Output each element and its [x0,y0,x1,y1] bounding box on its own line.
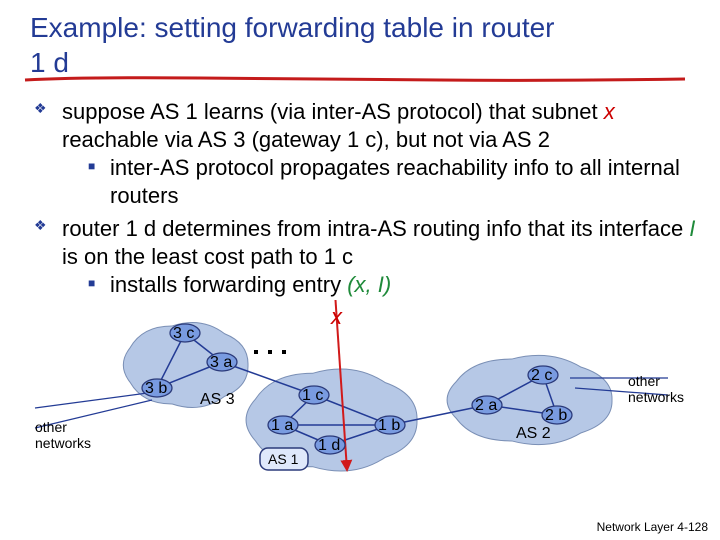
as-label: AS 3 [200,391,235,408]
text-segment: (x, I) [347,272,391,297]
as-label: AS 2 [516,425,551,442]
text-segment: inter-AS protocol propagates reachabilit… [110,155,680,208]
title-line-1: Example: setting forwarding table in rou… [30,12,555,43]
text-segment: I [689,216,695,241]
router-label: 3 b [145,380,167,397]
slide-body: suppose AS 1 learns (via inter-AS protoc… [0,80,720,299]
title-line-2: 1 d [30,47,69,78]
router-label: 2 c [531,367,552,384]
text-segment: suppose AS 1 learns (via inter-AS protoc… [62,99,604,124]
router-label: 3 c [173,325,194,342]
other-networks-label: networks [628,389,684,405]
ellipsis-dot [268,350,272,354]
ellipsis-dot [282,350,286,354]
router-label: 1 c [302,387,323,404]
network-diagram: x AS 1 3 c 3 a 3 b 1 c 1 a 1 d 1 b 2 a 2 c 2 b AS 3 A… [0,300,720,500]
bullet-item: suppose AS 1 learns (via inter-AS protoc… [34,98,704,211]
bullet-item: router 1 d determines from intra-AS rout… [34,215,704,299]
text-segment: reachable via AS 3 (gateway 1 c), but no… [62,127,550,152]
router-label: 2 b [545,407,567,424]
router-label: 1 d [318,437,340,454]
text-segment: router 1 d determines from intra-AS rout… [62,216,689,241]
slide-title: Example: setting forwarding table in rou… [0,0,720,80]
other-networks-label: other [35,419,67,435]
text-segment: is on the least cost path to 1 c [62,244,353,269]
as1-label: AS 1 [268,451,299,467]
ellipsis-dot [254,350,258,354]
other-networks-label: other [628,373,660,389]
text-segment: installs forwarding entry [110,272,347,297]
x-label: x [330,304,343,329]
other-networks-label: networks [35,435,91,451]
router-label: 3 a [210,354,232,371]
router-label: 1 b [378,417,400,434]
external-link [35,392,155,408]
slide-footer: Network Layer 4-128 [597,520,708,534]
sub-bullet-item: installs forwarding entry (x, I) [88,271,704,299]
router-label: 2 a [475,397,497,414]
sub-bullet-item: inter-AS protocol propagates reachabilit… [88,154,704,210]
text-segment: x [604,99,615,124]
router-label: 1 a [271,417,293,434]
